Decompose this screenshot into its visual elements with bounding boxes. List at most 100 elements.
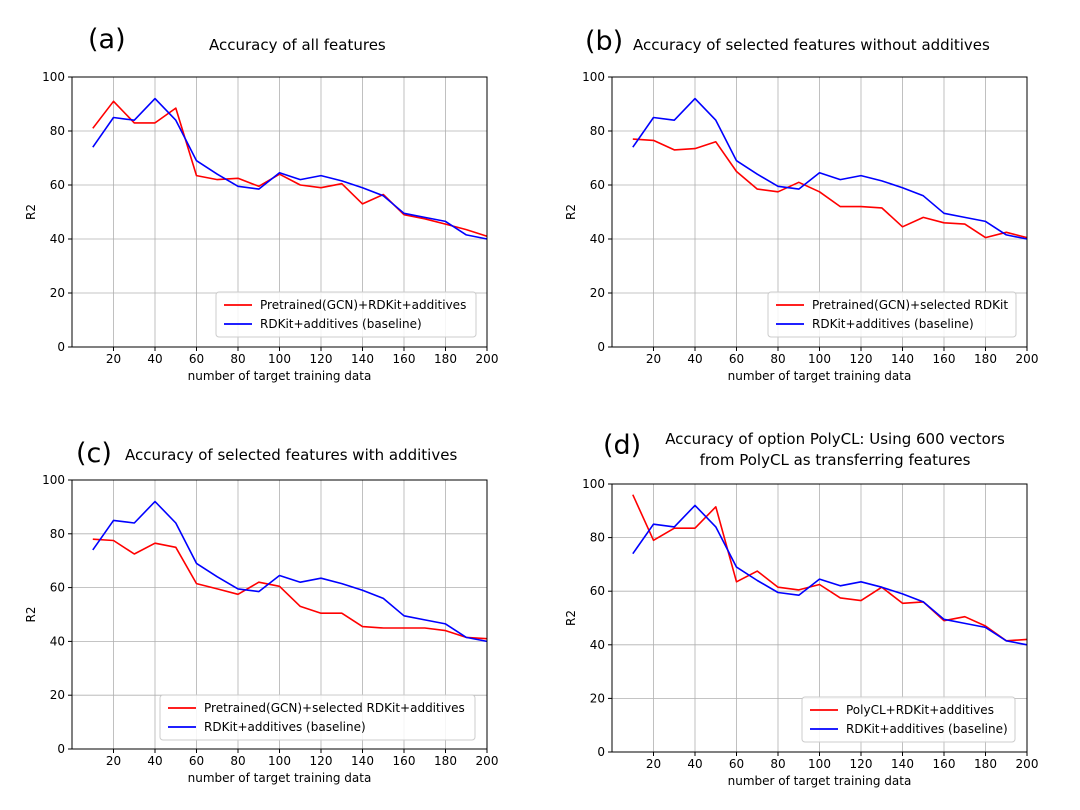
x-tick-label: 160 [933,352,956,366]
series-line-blue [92,500,488,643]
x-tick-label: 140 [891,352,914,366]
x-axis-label: number of target training data [188,771,372,785]
chart-b: 20 40 60 80 100 120 140 160 180 200 0 20 40 60 80 100 nu… [564,70,1038,383]
panel-a-label: (a) [88,24,126,55]
y-tick-label: 80 [590,124,605,138]
x-tick-label: 140 [351,352,374,366]
x-tick-label: 200 [1016,757,1039,771]
y-tick-label: 60 [590,584,605,598]
x-tick-label: 120 [310,754,333,768]
panel-c-title: Accuracy of selected features with addit… [125,446,458,464]
panel-d-title-line2: from PolyCL as transferring features [699,451,971,469]
chart-c: 20 40 60 80 100 120 140 160 180 200 0 20 40 60 80 100 nu… [24,473,498,785]
panel-a-title: Accuracy of all features [209,36,386,54]
x-tick-label: 120 [850,352,873,366]
x-tick-label: 60 [729,757,744,771]
x-axis-label: number of target training data [188,369,372,383]
legend-label: RDKit+additives (baseline) [812,317,974,331]
legend-label: RDKit+additives (baseline) [204,720,366,734]
y-tick-label: 20 [590,286,605,300]
x-tick-label: 120 [310,352,333,366]
x-tick-label: 80 [770,757,785,771]
x-tick-label: 160 [393,352,416,366]
x-axis-label: number of target training data [728,369,912,383]
x-tick-label: 20 [646,757,661,771]
y-tick-label: 0 [57,340,65,354]
x-tick-label: 20 [106,754,121,768]
y-tick-label: 100 [42,473,65,487]
y-axis-label: R2 [24,204,38,220]
x-tick-label: 60 [729,352,744,366]
y-tick-label: 60 [50,581,65,595]
legend-label: Pretrained(GCN)+RDKit+additives [260,298,466,312]
legend-label: Pretrained(GCN)+selected RDKit+additives [204,701,465,715]
x-tick-label: 160 [393,754,416,768]
y-tick-label: 40 [50,232,65,246]
x-tick-label: 80 [770,352,785,366]
y-tick-label: 0 [597,340,605,354]
panel-c-label: (c) [76,438,112,469]
x-tick-label: 200 [476,352,499,366]
x-tick-label: 80 [230,352,245,366]
y-tick-label: 100 [42,70,65,84]
series-line-blue [632,97,1028,240]
y-tick-label: 40 [50,634,65,648]
y-tick-label: 60 [50,178,65,192]
x-axis-label: number of target training data [728,774,912,788]
legend: Pretrained(GCN)+RDKit+additives RDKit+add… [215,291,477,338]
legend: Pretrained(GCN)+selected RDKit RDKit+addi… [767,291,1017,338]
legend-label: Pretrained(GCN)+selected RDKit [812,298,1008,312]
x-tick-label: 200 [1016,352,1039,366]
x-tick-label: 40 [687,757,702,771]
x-tick-label: 40 [147,754,162,768]
x-tick-label: 180 [974,757,997,771]
y-tick-label: 80 [50,124,65,138]
y-tick-label: 100 [582,70,605,84]
y-tick-label: 0 [597,745,605,759]
panel-d-label: (d) [603,430,642,461]
x-tick-label: 20 [646,352,661,366]
legend-box [767,291,1017,338]
x-tick-label: 40 [687,352,702,366]
x-tick-label: 100 [268,754,291,768]
y-tick-label: 20 [50,286,65,300]
x-tick-label: 80 [230,754,245,768]
legend-box [801,696,1016,743]
series-line-red [632,138,1028,239]
x-tick-label: 60 [189,352,204,366]
y-axis-label: R2 [564,204,578,220]
x-tick-label: 20 [106,352,121,366]
series-line-blue [632,504,1028,646]
legend: PolyCL+RDKit+additives RDKit+additives (b… [801,696,1016,743]
x-tick-label: 120 [850,757,873,771]
panel-b-label: (b) [585,26,624,57]
legend-box [159,694,476,741]
legend-box [215,291,477,338]
y-tick-label: 60 [590,178,605,192]
y-tick-label: 40 [590,232,605,246]
series-line-red [92,100,488,238]
x-tick-label: 60 [189,754,204,768]
y-tick-label: 40 [590,638,605,652]
y-tick-label: 100 [582,477,605,491]
legend-label: RDKit+additives (baseline) [846,722,1008,736]
panel-d-title-line1: Accuracy of option PolyCL: Using 600 vec… [665,430,1005,448]
y-tick-label: 80 [50,527,65,541]
chart-d: 20 40 60 80 100 120 140 160 180 200 0 20 40 60 80 100 nu… [564,477,1038,788]
x-tick-label: 40 [147,352,162,366]
x-tick-label: 160 [933,757,956,771]
legend-label: PolyCL+RDKit+additives [846,703,994,717]
x-tick-label: 200 [476,754,499,768]
x-tick-label: 100 [808,757,831,771]
x-tick-label: 140 [891,757,914,771]
chart-a: 20 40 60 80 100 120 140 160 180 200 0 20 40 60 80 100 nu… [24,70,498,383]
series-line-red [632,494,1028,642]
y-tick-label: 20 [590,691,605,705]
y-tick-label: 20 [50,688,65,702]
y-tick-label: 0 [57,742,65,756]
x-tick-label: 180 [434,754,457,768]
legend: Pretrained(GCN)+selected RDKit+additives… [159,694,476,741]
series-line-red [92,538,488,640]
x-tick-label: 180 [434,352,457,366]
